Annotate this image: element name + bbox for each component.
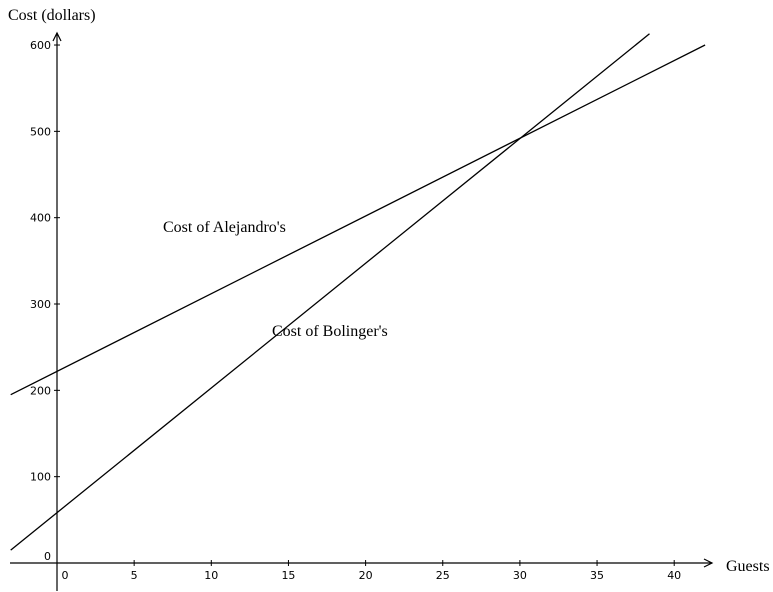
x-tick-label: 30 <box>513 569 527 582</box>
x-tick-label: 5 <box>131 569 138 582</box>
y-tick-label: 500 <box>30 125 51 138</box>
x-tick-label: 40 <box>667 569 681 582</box>
x-axis-arrow <box>703 558 714 568</box>
y-tick-label: 200 <box>30 384 51 397</box>
x-tick-label: 0 <box>62 569 69 582</box>
series-lines <box>10 33 706 551</box>
y-axis-title: Cost (dollars) <box>8 7 96 24</box>
series-label-alejandro: Cost of Alejandro's <box>163 219 286 236</box>
y-tick-label: 600 <box>30 39 51 52</box>
x-tick-label: 35 <box>590 569 604 582</box>
series-line-bolinger <box>10 33 650 551</box>
y-tick-label: 300 <box>30 298 51 311</box>
series-line-alejandro <box>10 44 706 396</box>
x-axis-title: Guests <box>726 558 770 575</box>
series-label-bolinger: Cost of Bolinger's <box>272 323 388 340</box>
y-tick-label: 0 <box>44 550 51 563</box>
x-tick-label: 15 <box>281 569 295 582</box>
x-tick-label: 20 <box>359 569 373 582</box>
y-axis-arrow <box>52 31 62 42</box>
x-tick-label: 10 <box>204 569 218 582</box>
y-tick-label: 400 <box>30 212 51 225</box>
y-axis-ticks: 0 100 200 300 400 500 600 <box>30 39 60 563</box>
x-tick-label: 25 <box>436 569 450 582</box>
x-axis-ticks: 0 5 10 15 20 25 30 35 40 <box>62 560 681 582</box>
y-tick-label: 100 <box>30 471 51 484</box>
